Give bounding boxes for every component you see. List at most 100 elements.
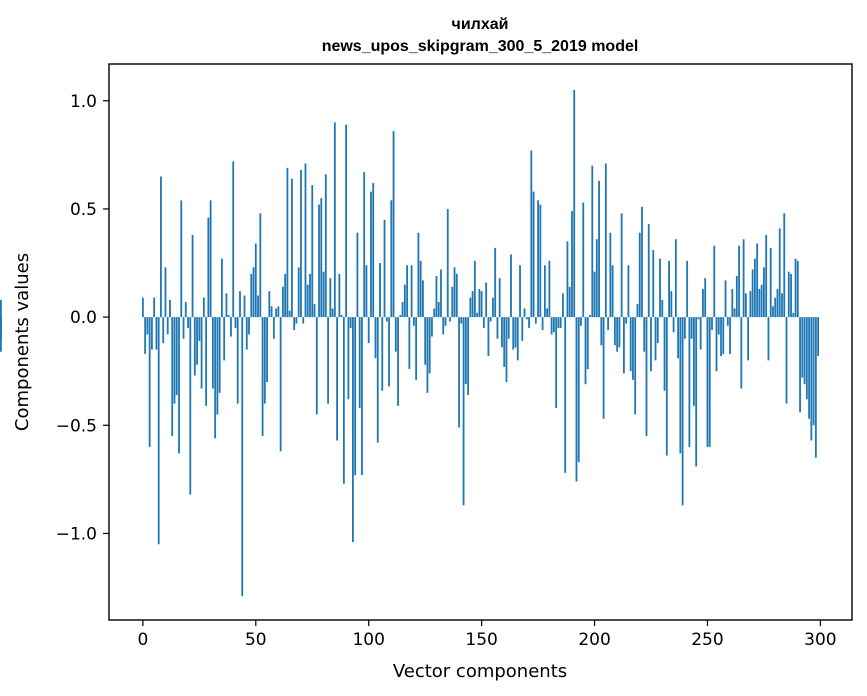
bar-228 [656, 317, 659, 344]
bar-260 [729, 317, 731, 354]
bar-9 [162, 317, 165, 344]
bar-170 [525, 317, 528, 320]
bar-95 [356, 232, 359, 318]
bar-199 [591, 165, 594, 318]
bar-115 [401, 301, 404, 318]
bar-201 [595, 239, 598, 318]
bar-125 [424, 317, 427, 365]
bar-192 [575, 317, 578, 482]
bar-178 [543, 265, 546, 318]
bar-280 [774, 297, 777, 318]
bar-98 [363, 172, 366, 318]
bar-82 [327, 317, 329, 404]
bar-30 [209, 200, 212, 318]
x-tick-label: 150 [465, 630, 497, 650]
bar-233 [668, 260, 670, 318]
bar-226 [652, 250, 655, 318]
bar-256 [720, 317, 722, 357]
bar-289 [794, 258, 797, 318]
bar-253 [713, 245, 716, 318]
bar-140 [458, 317, 460, 428]
bar-279 [772, 306, 774, 318]
bar-104 [376, 317, 379, 443]
bar-211 [618, 317, 621, 348]
bar-52 [259, 213, 262, 318]
bar-232 [665, 317, 668, 456]
bar-130 [435, 276, 438, 318]
bar-22 [191, 234, 194, 318]
bar-172 [530, 150, 533, 318]
bar-134 [444, 317, 447, 326]
bar-72 [304, 163, 307, 318]
x-tick-label: 50 [245, 630, 267, 650]
bar-224 [647, 224, 650, 318]
bar-188 [566, 241, 569, 318]
bar-283 [781, 293, 783, 318]
bar-93 [352, 317, 354, 543]
bar-54 [263, 317, 266, 404]
bar-150 [480, 291, 483, 318]
bar-75 [311, 185, 314, 318]
bar-176 [539, 204, 542, 318]
bar-171 [528, 317, 530, 328]
bar-78 [318, 204, 320, 318]
bar-220 [638, 232, 641, 318]
bar-262 [733, 308, 736, 318]
bar-263 [735, 276, 738, 318]
bar-281 [776, 289, 779, 318]
bar-274 [760, 284, 763, 318]
bar-32 [214, 317, 217, 439]
y-tick-label: −0.5 [56, 416, 97, 436]
bar-136 [449, 317, 451, 322]
bar-26 [200, 317, 203, 389]
bar-12 [169, 299, 171, 318]
bar-138 [453, 267, 456, 318]
bar-33 [216, 317, 219, 415]
bar-135 [446, 208, 449, 318]
bar-73 [306, 284, 309, 318]
bar-207 [609, 232, 612, 318]
bar-173 [532, 191, 535, 318]
bar-183 [555, 317, 558, 408]
bar-246 [697, 317, 700, 320]
bar-215 [627, 265, 630, 318]
bar-271 [753, 258, 756, 318]
bar-184 [557, 317, 560, 328]
bar-292 [801, 317, 804, 378]
bar-63 [284, 273, 287, 318]
bar-133 [442, 317, 445, 335]
bar-210 [616, 317, 619, 352]
bar-28 [205, 317, 208, 406]
bar-85 [333, 122, 336, 318]
bar-122 [417, 232, 420, 318]
bar-270 [751, 269, 754, 318]
bar-290 [796, 260, 799, 318]
bar-230 [661, 299, 664, 318]
bar-117 [406, 265, 409, 318]
bar-299 [817, 317, 820, 357]
bar-164 [512, 317, 515, 350]
x-tick-label: 100 [352, 630, 384, 650]
bar-269 [749, 291, 752, 318]
bar-235 [672, 317, 675, 333]
bar-180 [548, 260, 551, 318]
bar-124 [422, 280, 424, 318]
bar-105 [379, 263, 381, 318]
bar-3 [148, 317, 151, 447]
bar-244 [693, 317, 695, 406]
bar-106 [381, 317, 384, 391]
bar-239 [681, 317, 684, 506]
bar-17 [180, 200, 183, 318]
bar-241 [686, 260, 689, 318]
bar-118 [408, 317, 411, 370]
bar-101 [370, 191, 372, 318]
bar-295 [808, 317, 810, 419]
bar-144 [467, 317, 469, 395]
bar-80 [322, 271, 325, 318]
bar-100 [367, 317, 370, 344]
bar-277 [767, 317, 770, 361]
bar-51 [257, 295, 259, 318]
bar-49 [252, 267, 255, 318]
bar-265 [740, 317, 743, 389]
